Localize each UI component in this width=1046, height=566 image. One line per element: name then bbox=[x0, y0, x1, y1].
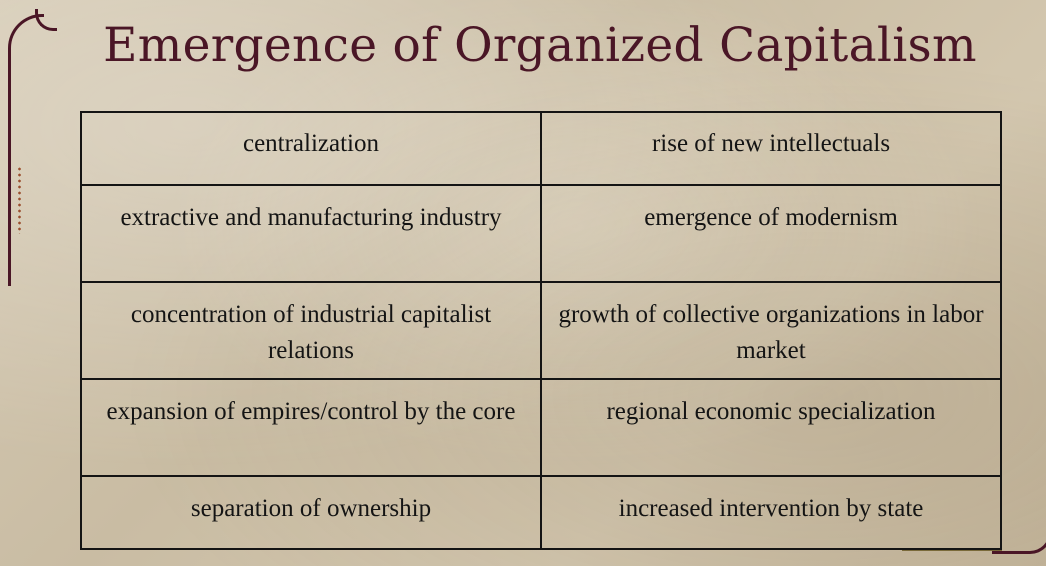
decorative-frame-bottom-right bbox=[992, 530, 1046, 554]
table-row: extractive and manufacturing industry em… bbox=[80, 184, 1002, 283]
table-cell: growth of collective organizations in la… bbox=[540, 281, 1002, 380]
table-cell: centralization bbox=[80, 111, 542, 186]
table-cell: emergence of modernism bbox=[540, 184, 1002, 283]
table-cell: increased intervention by state bbox=[540, 475, 1002, 550]
table-cell: extractive and manufacturing industry bbox=[80, 184, 542, 283]
table-cell: separation of ownership bbox=[80, 475, 542, 550]
table-cell: rise of new intellectuals bbox=[540, 111, 1002, 186]
decorative-frame-curl bbox=[35, 9, 57, 31]
table-row: centralization rise of new intellectuals bbox=[80, 111, 1002, 186]
table-row: expansion of empires/control by the core… bbox=[80, 378, 1002, 477]
slide-title: Emergence of Organized Capitalism bbox=[103, 18, 977, 73]
decorative-line-bottom-right bbox=[902, 548, 1002, 551]
table-cell: regional economic specialization bbox=[540, 378, 1002, 477]
table-row: separation of ownership increased interv… bbox=[80, 475, 1002, 550]
table-row: concentration of industrial capitalist r… bbox=[80, 281, 1002, 380]
table-cell: expansion of empires/control by the core bbox=[80, 378, 542, 477]
table-cell: concentration of industrial capitalist r… bbox=[80, 281, 542, 380]
decorative-dots bbox=[18, 166, 21, 234]
content-table: centralization rise of new intellectuals… bbox=[80, 111, 1002, 550]
